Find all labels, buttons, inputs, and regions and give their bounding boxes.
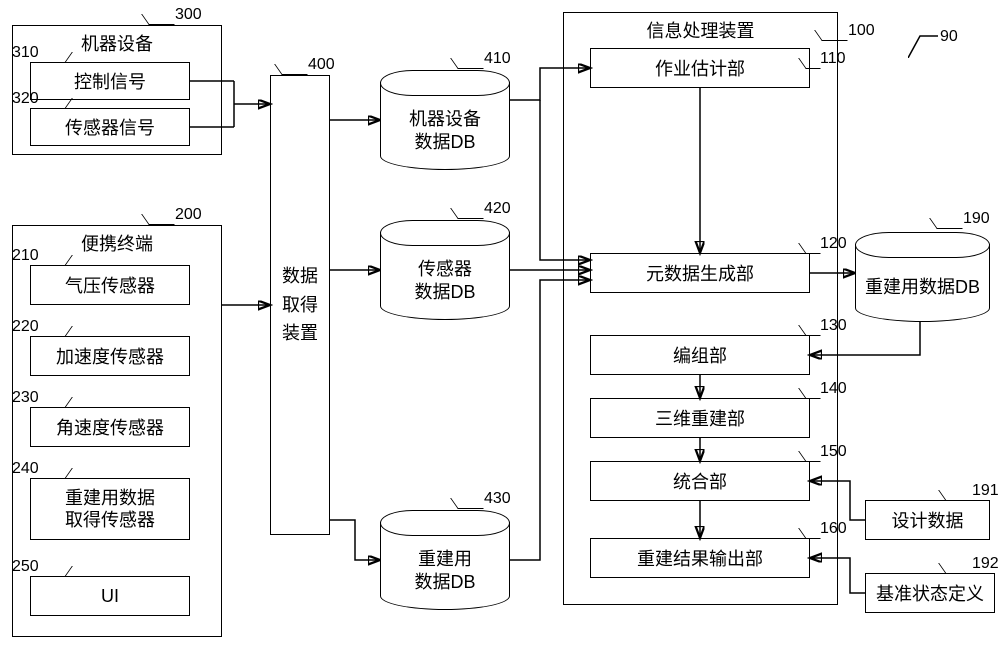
box-recon-sensor: 重建用数据 取得传感器 <box>30 478 190 540</box>
ref-210: 210 <box>12 247 39 265</box>
box-control-signal: 控制信号 <box>30 62 190 100</box>
ref-state-def-label: 基准状态定义 <box>876 580 984 606</box>
ref-410: 410 <box>484 50 511 68</box>
db-sensor: 传感器 数据DB <box>380 220 510 320</box>
box-accel-sensor: 加速度传感器 <box>30 336 190 376</box>
design-data-label: 设计数据 <box>892 507 964 533</box>
box-design-data: 设计数据 <box>865 500 990 540</box>
output-label: 重建结果输出部 <box>637 545 763 571</box>
ref-310: 310 <box>12 44 39 62</box>
box-ui: UI <box>30 576 190 616</box>
meta-generator-label: 元数据生成部 <box>646 260 754 286</box>
recon-sensor-label: 重建用数据 取得传感器 <box>65 487 155 532</box>
box-3d-reconstructor: 三维重建部 <box>590 398 810 438</box>
ref-150-text: 150 <box>820 443 847 460</box>
ref-192-text: 192 <box>972 555 999 572</box>
ref-191-text: 191 <box>972 482 999 499</box>
ref-200: 200 <box>175 206 202 224</box>
db-recon-label: 重建用 数据DB <box>414 548 475 593</box>
ref-210-text: 210 <box>12 247 39 264</box>
info-processor-title: 信息处理装置 <box>564 17 837 43</box>
box-pressure-sensor: 气压传感器 <box>30 265 190 305</box>
integrator-label: 统合部 <box>673 468 727 494</box>
db-recon-data: 重建用数据DB <box>855 232 990 322</box>
ref-120-text: 120 <box>820 235 847 252</box>
db-sensor-label: 传感器 数据DB <box>414 258 475 303</box>
ref-220: 220 <box>12 318 39 336</box>
pressure-sensor-label: 气压传感器 <box>65 272 155 298</box>
ref-190-text: 190 <box>963 210 990 227</box>
ref-250-text: 250 <box>12 558 39 575</box>
ref-110-text: 110 <box>820 50 846 67</box>
box-integrator: 统合部 <box>590 461 810 501</box>
ref-220-text: 220 <box>12 318 39 335</box>
ref-160-text: 160 <box>820 520 847 537</box>
box-gyro-sensor: 角速度传感器 <box>30 407 190 447</box>
ref-110: 110 <box>820 50 846 68</box>
ui-label: UI <box>101 586 119 607</box>
work-estimator-label: 作业估计部 <box>655 55 745 81</box>
control-signal-label: 控制信号 <box>74 68 146 94</box>
ref-150: 150 <box>820 443 847 461</box>
ref-310-text: 310 <box>12 44 39 61</box>
ref-200-text: 200 <box>175 206 202 223</box>
ref-400: 400 <box>308 56 335 74</box>
sensor-signal-label: 传感器信号 <box>65 114 155 140</box>
ref-100-text: 100 <box>848 22 875 39</box>
ref-300-text: 300 <box>175 6 202 23</box>
machine-equipment-title: 机器设备 <box>13 30 221 56</box>
ref-320-text: 320 <box>12 90 39 107</box>
ref-130: 130 <box>820 317 847 335</box>
ref-420-text: 420 <box>484 200 511 217</box>
ref-system: 90 <box>940 28 958 46</box>
portable-terminal-title: 便携终端 <box>13 230 221 256</box>
box-work-estimator: 作业估计部 <box>590 48 810 88</box>
ref-192: 192 <box>972 555 999 573</box>
ref-230-text: 230 <box>12 389 39 406</box>
ref-140: 140 <box>820 380 847 398</box>
ref-300: 300 <box>175 6 202 24</box>
box-sensor-signal: 传感器信号 <box>30 108 190 146</box>
box-organizer: 编组部 <box>590 335 810 375</box>
ref-250: 250 <box>12 558 39 576</box>
ref-190: 190 <box>963 210 990 228</box>
ref-130-text: 130 <box>820 317 847 334</box>
data-acquisition-label: 数据 取得 装置 <box>282 262 318 348</box>
ref-system-text: 90 <box>940 28 958 45</box>
box-data-acquisition: 数据 取得 装置 <box>270 75 330 535</box>
gyro-sensor-label: 角速度传感器 <box>56 414 164 440</box>
ref-400-text: 400 <box>308 56 335 73</box>
ref-420: 420 <box>484 200 511 218</box>
ref-140-text: 140 <box>820 380 847 397</box>
ref-320: 320 <box>12 90 39 108</box>
ref-160: 160 <box>820 520 847 538</box>
db-recon: 重建用 数据DB <box>380 510 510 610</box>
ref-230: 230 <box>12 389 39 407</box>
ref-240-text: 240 <box>12 460 39 477</box>
group-info-processor: 信息处理装置 <box>563 12 838 605</box>
organizer-label: 编组部 <box>673 342 727 368</box>
ref-120: 120 <box>820 235 847 253</box>
accel-sensor-label: 加速度传感器 <box>56 343 164 369</box>
box-ref-state-def: 基准状态定义 <box>865 573 995 613</box>
db-recon-data-label: 重建用数据DB <box>865 276 980 299</box>
box-meta-generator: 元数据生成部 <box>590 253 810 293</box>
diagram-canvas: 90 机器设备 300 控制信号 310 传感器信号 320 便携终端 200 … <box>0 0 1000 658</box>
db-machine-label: 机器设备 数据DB <box>409 108 481 153</box>
ref-240: 240 <box>12 460 39 478</box>
3d-reconstructor-label: 三维重建部 <box>655 405 745 431</box>
db-machine: 机器设备 数据DB <box>380 70 510 170</box>
box-output: 重建结果输出部 <box>590 538 810 578</box>
ref-100: 100 <box>848 22 875 40</box>
ref-191: 191 <box>972 482 999 500</box>
ref-430-text: 430 <box>484 490 511 507</box>
ref-410-text: 410 <box>484 50 511 67</box>
ref-430: 430 <box>484 490 511 508</box>
